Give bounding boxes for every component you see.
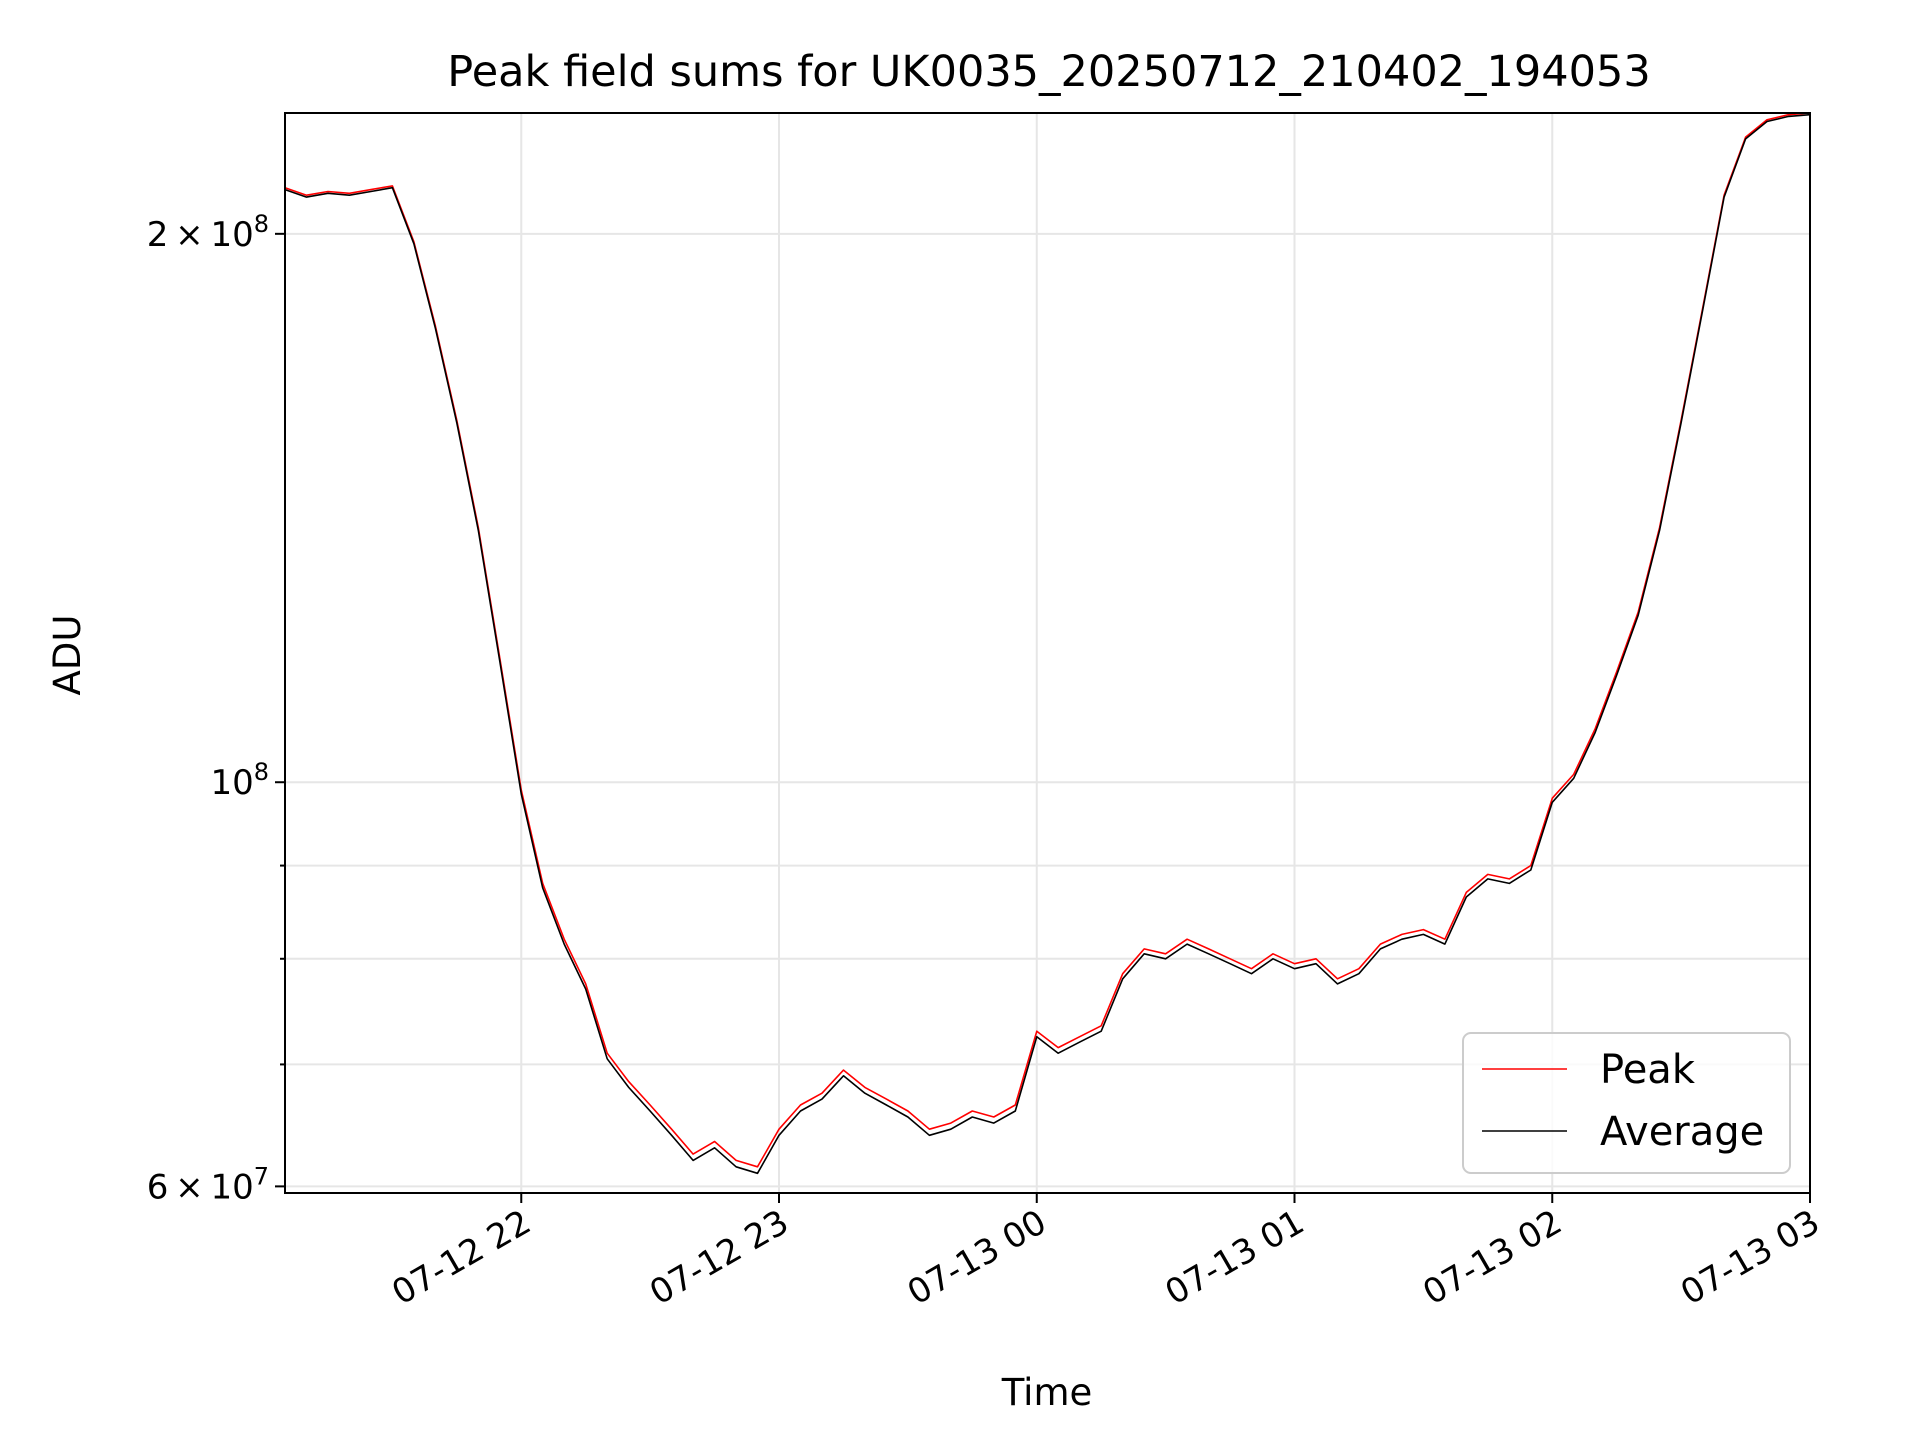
- series-lines: [284, 112, 1811, 1175]
- y-axis-label: ADU: [46, 615, 89, 696]
- y-tick-label: 108: [210, 758, 269, 803]
- y-axis-ticks: 6 × 107 108 2 × 108: [147, 210, 285, 1207]
- legend: Peak Average: [1462, 1032, 1791, 1174]
- x-axis-label: Time: [1001, 1371, 1093, 1414]
- y-tick-label: 6 × 107: [147, 1162, 269, 1207]
- series-line-peak: [284, 112, 1811, 1168]
- chart-title: Peak field sums for UK0035_20250712_2104…: [447, 47, 1650, 97]
- y-tick-label: 2 × 108: [147, 210, 269, 255]
- legend-box: [1462, 1032, 1791, 1174]
- series-line-average: [284, 113, 1811, 1175]
- plot-area: [285, 113, 1810, 1193]
- legend-label-average: Average: [1600, 1109, 1764, 1155]
- legend-label-peak: Peak: [1600, 1047, 1696, 1093]
- plot-frame: [284, 112, 1811, 1194]
